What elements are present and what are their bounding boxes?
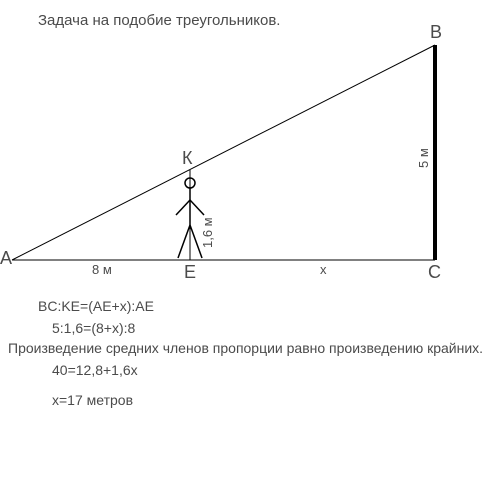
dim-ae: 8 м	[92, 262, 112, 277]
equation-expanded: 40=12,8+1,6х	[52, 362, 138, 378]
vertex-a-label: А	[0, 248, 12, 269]
dim-ec: х	[320, 262, 327, 277]
equation-substituted: 5:1,6=(8+х):8	[52, 320, 135, 336]
equation-note: Произведение средних членов пропорции ра…	[8, 340, 483, 356]
triangle-diagram	[0, 0, 500, 500]
vertex-e-label: Е	[184, 262, 196, 283]
equation-ratio: BC:KE=(AE+x):AE	[38, 298, 154, 314]
equation-answer: х=17 метров	[52, 392, 133, 408]
segment-ab	[12, 45, 435, 260]
vertex-k-label: К	[182, 148, 193, 169]
dim-ke: 1,6 м	[200, 217, 215, 248]
dim-bc: 5 м	[416, 148, 431, 168]
vertex-c-label: С	[428, 262, 441, 283]
figure-canvas: Задача на подобие треугольников. А В С К…	[0, 0, 500, 500]
vertex-b-label: В	[430, 22, 442, 43]
